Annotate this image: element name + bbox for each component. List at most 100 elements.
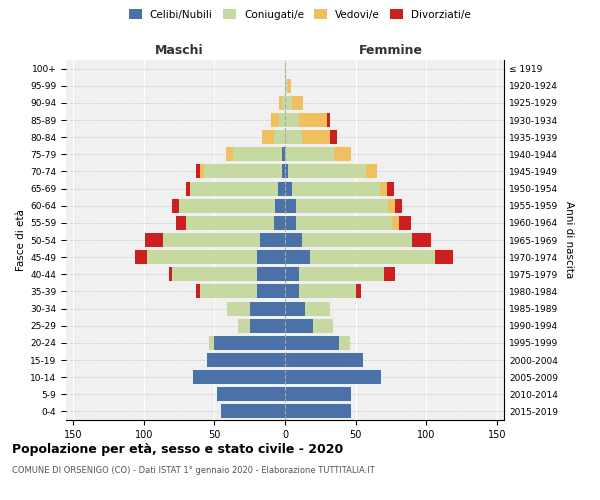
Bar — [172, 198, 179, 212]
Bar — [196, 284, 200, 298]
Bar — [299, 113, 328, 127]
Bar — [186, 216, 274, 230]
Bar — [285, 233, 302, 247]
Bar — [193, 370, 285, 384]
Bar — [233, 148, 282, 162]
Bar — [285, 370, 381, 384]
Text: Maschi: Maschi — [155, 44, 203, 57]
Bar — [207, 353, 285, 367]
Bar — [145, 233, 163, 247]
Bar — [285, 182, 292, 196]
Bar — [282, 148, 285, 162]
Bar — [278, 182, 285, 196]
Bar — [285, 113, 299, 127]
Bar — [285, 62, 286, 76]
Bar — [400, 216, 411, 230]
Bar — [334, 148, 352, 162]
Bar — [282, 96, 285, 110]
Bar — [288, 164, 365, 178]
Bar — [214, 336, 285, 350]
Bar — [250, 318, 285, 332]
Text: Femmine: Femmine — [359, 44, 423, 57]
Bar — [285, 268, 299, 281]
Bar — [435, 250, 453, 264]
Bar — [135, 250, 146, 264]
Bar — [227, 302, 250, 316]
Bar — [328, 113, 330, 127]
Bar — [365, 164, 377, 178]
Bar — [285, 388, 352, 402]
Bar — [356, 284, 361, 298]
Bar — [205, 164, 282, 178]
Bar — [190, 182, 278, 196]
Bar — [257, 250, 285, 264]
Text: Popolazione per età, sesso e stato civile - 2020: Popolazione per età, sesso e stato civil… — [12, 442, 343, 456]
Bar — [217, 388, 285, 402]
Bar — [285, 164, 288, 178]
Bar — [296, 198, 388, 212]
Bar — [176, 216, 186, 230]
Bar — [330, 130, 337, 144]
Bar — [285, 148, 334, 162]
Bar — [285, 404, 352, 418]
Bar — [262, 130, 274, 144]
Bar — [280, 96, 282, 110]
Bar — [412, 233, 431, 247]
Bar — [313, 318, 333, 332]
Bar — [388, 198, 395, 212]
Bar — [226, 148, 233, 162]
Bar — [260, 233, 285, 247]
Bar — [338, 336, 350, 350]
Bar — [179, 198, 275, 212]
Bar — [292, 182, 380, 196]
Bar — [186, 182, 190, 196]
Bar — [299, 284, 356, 298]
Bar — [274, 216, 285, 230]
Bar — [282, 164, 285, 178]
Bar — [285, 336, 338, 350]
Bar — [285, 318, 313, 332]
Bar — [250, 302, 285, 316]
Bar — [285, 353, 363, 367]
Bar — [302, 130, 330, 144]
Bar — [196, 164, 200, 178]
Bar — [387, 182, 394, 196]
Y-axis label: Fasce di età: Fasce di età — [16, 209, 26, 271]
Bar — [292, 96, 304, 110]
Bar — [392, 216, 400, 230]
Bar — [257, 284, 285, 298]
Text: COMUNE DI ORSENIGO (CO) - Dati ISTAT 1° gennaio 2020 - Elaborazione TUTTITALIA.I: COMUNE DI ORSENIGO (CO) - Dati ISTAT 1° … — [12, 466, 375, 475]
Bar — [169, 268, 172, 281]
Bar — [285, 284, 299, 298]
Legend: Celibi/Nubili, Coniugati/e, Vedovi/e, Divorziati/e: Celibi/Nubili, Coniugati/e, Vedovi/e, Di… — [125, 5, 475, 24]
Bar — [285, 302, 305, 316]
Y-axis label: Anni di nascita: Anni di nascita — [563, 202, 574, 278]
Bar — [384, 268, 395, 281]
Bar — [288, 78, 290, 92]
Bar — [299, 268, 384, 281]
Bar — [257, 268, 285, 281]
Bar — [302, 233, 412, 247]
Bar — [172, 268, 257, 281]
Bar — [296, 216, 392, 230]
Bar — [305, 302, 330, 316]
Bar — [285, 198, 296, 212]
Bar — [285, 250, 310, 264]
Bar — [209, 336, 214, 350]
Bar — [271, 113, 280, 127]
Bar — [275, 198, 285, 212]
Bar — [146, 250, 257, 264]
Bar — [163, 233, 260, 247]
Bar — [285, 216, 296, 230]
Bar — [274, 130, 285, 144]
Bar — [285, 78, 288, 92]
Bar — [221, 404, 285, 418]
Bar — [310, 250, 435, 264]
Bar — [200, 164, 205, 178]
Bar — [285, 130, 302, 144]
Bar — [285, 96, 292, 110]
Bar — [380, 182, 387, 196]
Bar — [280, 113, 285, 127]
Bar — [238, 318, 250, 332]
Bar — [200, 284, 257, 298]
